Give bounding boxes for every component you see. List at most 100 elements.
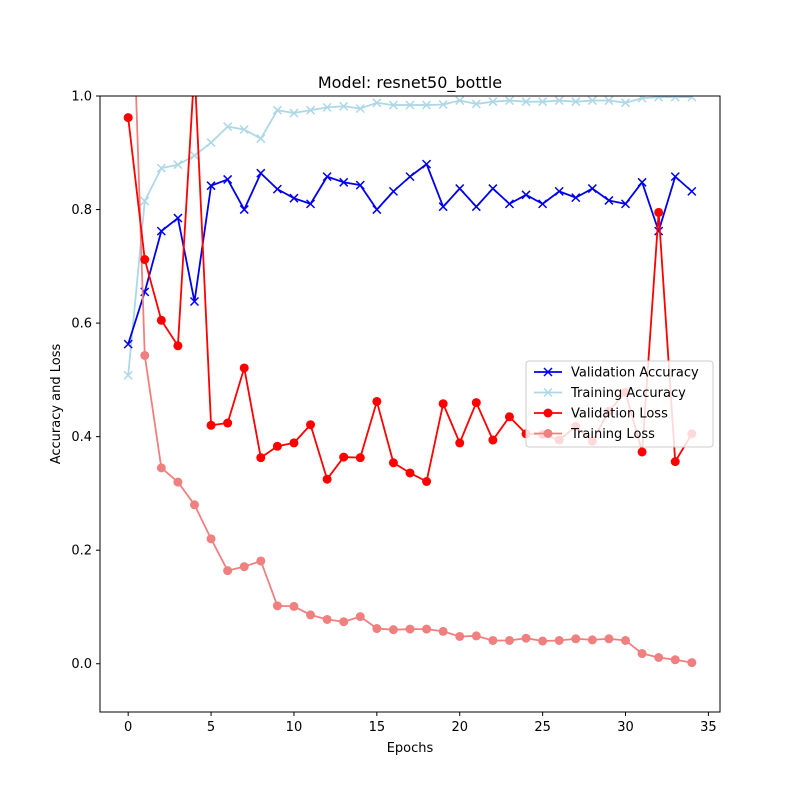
validation-accuracy-point: [687, 186, 697, 196]
training-accuracy-point: [388, 100, 398, 110]
training-accuracy-point: [306, 105, 316, 115]
validation-accuracy-point: [654, 226, 664, 236]
plot-frame: [99, 95, 721, 713]
training-loss-point: [538, 636, 548, 646]
training-accuracy-point: [223, 122, 233, 132]
validation-accuracy-point: [372, 205, 382, 215]
training-accuracy-point: [405, 100, 415, 110]
validation-loss-point: [206, 420, 216, 430]
validation-accuracy-point: [571, 193, 581, 203]
training-accuracy-point: [587, 96, 597, 106]
y-tick-label: 0.6: [71, 317, 92, 332]
legend-marker: [543, 367, 553, 377]
validation-loss-point: [322, 474, 332, 484]
x-tick-label: 20: [451, 720, 468, 735]
x-tick-label: 25: [534, 720, 551, 735]
validation-loss-point: [637, 447, 647, 457]
validation-accuracy-point: [538, 199, 548, 209]
training-loss-point: [637, 649, 647, 659]
training-accuracy-point: [140, 196, 150, 206]
validation-loss-point: [289, 438, 299, 448]
training-loss-point: [272, 601, 282, 611]
y-axis-label: Accuracy and Loss: [49, 343, 64, 464]
validation-loss-point: [388, 458, 398, 468]
training-loss-point: [256, 556, 266, 566]
x-tick-label: 35: [700, 720, 717, 735]
x-tick-label: 30: [617, 720, 634, 735]
validation-accuracy-point: [504, 199, 514, 209]
legend-label: Training Loss: [570, 427, 655, 442]
training-loss-point: [687, 658, 697, 668]
validation-accuracy-point: [488, 184, 498, 194]
training-accuracy-point: [488, 97, 498, 107]
validation-loss-point: [654, 207, 664, 217]
validation-accuracy-point: [587, 184, 597, 194]
validation-accuracy-point: [156, 226, 166, 236]
training-loss-point: [372, 624, 382, 634]
legend-box: [525, 360, 714, 448]
training-accuracy-point: [322, 102, 332, 112]
training-accuracy-point: [256, 134, 266, 144]
validation-loss-point: [405, 468, 415, 478]
training-loss-point: [140, 350, 150, 360]
validation-loss-point: [123, 113, 133, 123]
validation-loss-point: [223, 418, 233, 428]
training-loss-point: [554, 635, 564, 645]
validation-accuracy-point: [272, 184, 282, 194]
y-tick-label: 0.0: [71, 657, 92, 672]
series-training-loss: [135, 96, 697, 668]
training-accuracy-point: [272, 105, 282, 115]
training-loss-point: [173, 477, 183, 487]
validation-loss-point: [239, 363, 249, 373]
validation-loss-point: [504, 412, 514, 422]
validation-accuracy-point: [422, 159, 432, 169]
training-accuracy-point: [538, 97, 548, 107]
training-loss-point: [339, 617, 349, 627]
validation-accuracy-point: [189, 296, 200, 307]
y-tick-label: 0.8: [71, 203, 92, 218]
legend-label: Validation Loss: [571, 407, 668, 422]
training-loss-point: [405, 624, 415, 634]
validation-accuracy-point: [388, 186, 398, 196]
training-accuracy-point: [438, 99, 448, 110]
training-accuracy-point: [637, 96, 647, 103]
training-loss-point: [388, 625, 398, 635]
legend-marker: [543, 387, 553, 398]
training-accuracy-point: [521, 97, 531, 107]
validation-accuracy-point: [604, 195, 614, 205]
validation-accuracy-point: [438, 202, 448, 212]
validation-loss-point: [355, 453, 365, 463]
legend-item-validation-loss: Validation Loss: [534, 407, 668, 422]
training-loss-point: [206, 534, 216, 544]
validation-loss-point: [272, 441, 282, 451]
validation-accuracy-point: [223, 174, 233, 184]
validation-accuracy-point: [670, 172, 680, 182]
training-accuracy-point: [455, 96, 465, 106]
training-loss-point: [455, 631, 465, 641]
validation-loss-point: [339, 452, 349, 462]
training-loss-point: [223, 566, 233, 576]
legend-marker: [543, 408, 553, 418]
training-accuracy-point: [189, 151, 200, 161]
validation-loss-point: [488, 435, 498, 445]
legend: Validation Accuracy Training Accuracy Vali…: [525, 360, 714, 448]
validation-accuracy-point: [521, 190, 531, 200]
training-loss-point: [189, 500, 199, 510]
training-loss-point: [587, 635, 597, 645]
training-accuracy-point: [620, 98, 631, 108]
validation-loss-point: [372, 396, 382, 406]
training-accuracy-point: [554, 96, 564, 106]
series-training-accuracy: [123, 96, 697, 380]
training-accuracy-point: [372, 98, 382, 108]
training-loss-point: [156, 463, 166, 473]
training-loss-point: [504, 635, 514, 645]
validation-accuracy-point: [405, 172, 415, 182]
training-loss-point: [355, 612, 365, 622]
training-loss-point: [571, 634, 581, 644]
validation-accuracy-point: [339, 177, 349, 187]
training-accuracy-point: [156, 163, 166, 173]
validation-loss-point: [156, 315, 166, 325]
training-loss-point: [670, 655, 680, 665]
validation-accuracy-point: [173, 213, 183, 223]
